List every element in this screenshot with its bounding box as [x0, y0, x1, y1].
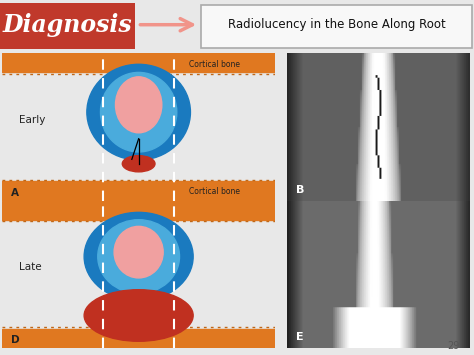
Text: Late: Late [18, 262, 41, 272]
Text: A: A [10, 188, 18, 198]
Bar [2, 181, 275, 201]
Bar [2, 53, 275, 72]
Bar [2, 201, 275, 220]
Text: Cortical bone: Cortical bone [190, 60, 240, 69]
Text: 29: 29 [447, 342, 460, 351]
FancyBboxPatch shape [201, 5, 472, 48]
Ellipse shape [84, 212, 193, 301]
Ellipse shape [122, 155, 155, 172]
Ellipse shape [84, 290, 193, 341]
Ellipse shape [98, 220, 180, 293]
FancyBboxPatch shape [0, 2, 135, 49]
Ellipse shape [100, 72, 177, 152]
Text: Radiolucency in the Bone Along Root: Radiolucency in the Bone Along Root [228, 18, 446, 31]
Text: D: D [10, 335, 19, 345]
Text: B: B [296, 185, 304, 195]
Ellipse shape [114, 226, 163, 278]
Ellipse shape [87, 64, 191, 160]
Text: E: E [296, 332, 303, 342]
Text: Diagnosis: Diagnosis [2, 13, 132, 37]
Bar [2, 329, 275, 348]
Text: Cortical bone: Cortical bone [190, 187, 240, 196]
Ellipse shape [116, 77, 162, 133]
Text: Early: Early [18, 115, 45, 125]
